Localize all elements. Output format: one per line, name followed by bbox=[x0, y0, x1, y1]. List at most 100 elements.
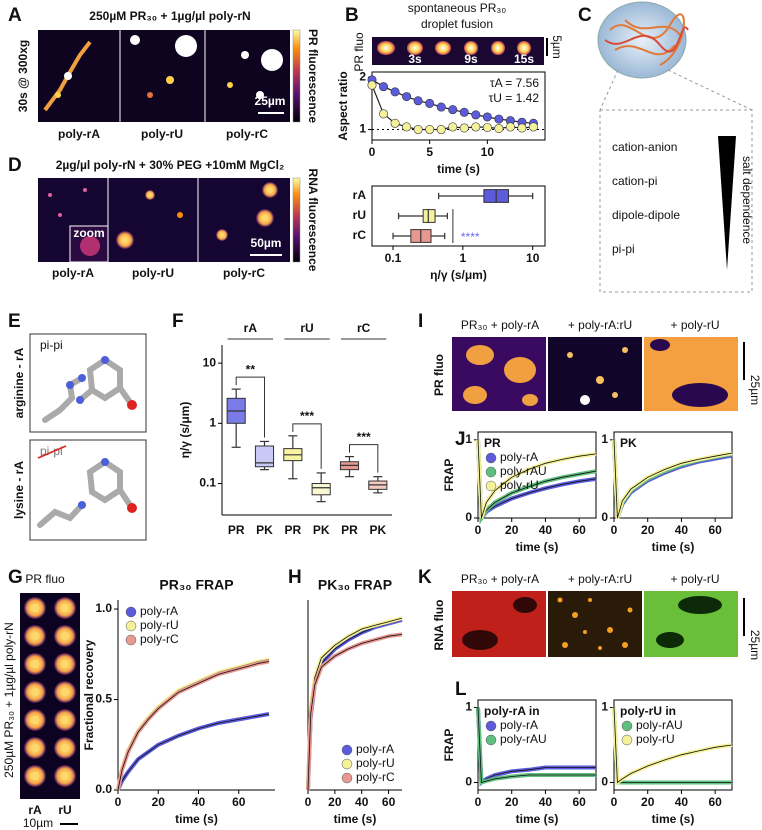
data-point bbox=[390, 118, 400, 128]
x-tick-label: 0 bbox=[305, 795, 312, 809]
rotated-label: 250µM PR₃₀ + 1µg/µl poly-rN bbox=[2, 622, 16, 778]
side-label: PR fluo bbox=[432, 354, 446, 396]
droplet bbox=[54, 653, 76, 675]
y-axis-label: η/γ (s/μm) bbox=[178, 402, 192, 459]
x-tick-label: 60 bbox=[572, 523, 586, 537]
panel-i: PR₃₀ + poly-rA + poly-rA:rU + poly-rU PR… bbox=[432, 318, 762, 411]
legend-label: poly-rA bbox=[356, 742, 394, 756]
legend-label: poly-rAU bbox=[636, 718, 683, 732]
x-tick-label: 10 bbox=[481, 145, 495, 159]
y-tick-label: 1 bbox=[601, 432, 608, 446]
legend-swatch bbox=[485, 734, 497, 746]
interaction: pi-pi bbox=[612, 242, 635, 256]
panel-letter: K bbox=[418, 567, 432, 588]
data-point bbox=[436, 102, 446, 112]
y-tick-label: 1.0 bbox=[95, 601, 112, 615]
x-tick-label: 20 bbox=[505, 523, 519, 537]
significance: *** bbox=[300, 409, 314, 423]
droplet bbox=[24, 625, 46, 647]
panel-letter: F bbox=[172, 311, 184, 332]
x-tick-label: 60 bbox=[232, 795, 246, 809]
droplet bbox=[24, 597, 46, 619]
x-tick-label: 60 bbox=[708, 795, 722, 809]
droplet bbox=[145, 190, 155, 200]
data-point bbox=[471, 110, 481, 120]
droplet bbox=[54, 625, 76, 647]
droplet bbox=[407, 41, 423, 55]
legend-swatch bbox=[485, 720, 497, 732]
frame-label: 9s bbox=[464, 52, 478, 66]
image-label: PR₃₀ + poly-rA bbox=[461, 572, 539, 586]
data-point bbox=[402, 92, 412, 102]
droplet bbox=[261, 49, 283, 71]
image-label: + poly-rA:rU bbox=[568, 318, 632, 332]
series-line bbox=[477, 439, 597, 519]
y-axis-label: FRAP bbox=[442, 459, 456, 492]
droplet bbox=[54, 681, 76, 703]
x-tick-label: 20 bbox=[641, 795, 655, 809]
droplet bbox=[116, 231, 134, 249]
legend-label: poly-rU bbox=[500, 478, 539, 492]
droplet bbox=[491, 41, 505, 55]
y-tick-label: 0.0 bbox=[95, 782, 112, 796]
panel-letter: A bbox=[8, 5, 22, 26]
group-label: rA bbox=[244, 321, 258, 335]
panel-title: 250µM PR₃₀ + 1µg/µl poly-rN bbox=[89, 9, 250, 23]
chart-title: PK₃₀ FRAP bbox=[318, 577, 392, 593]
y-tick-label: 0 bbox=[601, 510, 608, 524]
x-tick-label: 40 bbox=[539, 523, 553, 537]
significance: **** bbox=[461, 230, 480, 244]
interaction: cation-anion bbox=[612, 140, 677, 154]
y-tick-label: 1 bbox=[209, 415, 216, 429]
y-tick-label: rA bbox=[353, 188, 367, 202]
significance-bracket bbox=[349, 444, 379, 473]
x-tick-label: 0 bbox=[475, 523, 482, 537]
y-tick-label: 1 bbox=[465, 700, 472, 714]
data-point bbox=[448, 105, 458, 115]
plot-frame bbox=[371, 185, 546, 247]
legend-label: poly-rA bbox=[500, 450, 538, 464]
data-point bbox=[505, 122, 515, 132]
image-label: poly-rC bbox=[226, 127, 268, 141]
side-label: lysine - rA bbox=[12, 461, 26, 519]
x-tick-label: 20 bbox=[505, 795, 519, 809]
legend-swatch bbox=[485, 452, 497, 464]
droplet bbox=[256, 91, 264, 99]
data-point bbox=[379, 109, 389, 119]
box bbox=[254, 445, 275, 468]
legend-label: poly-rAU bbox=[500, 464, 547, 478]
droplet bbox=[64, 72, 72, 80]
series-band bbox=[612, 439, 733, 519]
droplet bbox=[216, 229, 228, 241]
y-tick-label: rC bbox=[353, 228, 367, 242]
x-tick-label: 40 bbox=[675, 523, 689, 537]
legend-label: poly-rC bbox=[356, 770, 395, 784]
series-line bbox=[613, 707, 733, 784]
y-tick-label: 1 bbox=[465, 432, 472, 446]
data-point bbox=[517, 123, 527, 133]
x-tick-label: PR bbox=[341, 523, 358, 537]
panel-letter: I bbox=[418, 311, 423, 332]
chart-title: PR₃₀ FRAP bbox=[159, 577, 233, 593]
x-tick-label: 40 bbox=[355, 795, 369, 809]
legend-title: PR bbox=[484, 436, 501, 450]
side-label: arginine - rA bbox=[12, 347, 26, 418]
panel-c: cation-anion cation-pi dipole-dipole pi-… bbox=[597, 1, 754, 293]
y-tick-label: 2 bbox=[359, 69, 366, 83]
plot-frame bbox=[371, 71, 546, 141]
scale-label: 10µm bbox=[23, 816, 53, 830]
droplet bbox=[175, 35, 197, 57]
droplet bbox=[166, 76, 174, 84]
micrograph bbox=[372, 37, 544, 65]
data-point bbox=[402, 122, 412, 132]
x-tick-label: 1 bbox=[460, 251, 467, 265]
condensate-sphere bbox=[597, 1, 687, 79]
legend-label: poly-rAU bbox=[500, 732, 547, 746]
droplet bbox=[54, 765, 76, 787]
scale-label: 50µm bbox=[251, 236, 282, 250]
voids bbox=[462, 597, 537, 650]
droplet bbox=[24, 737, 46, 759]
legend-title: poly-rU in bbox=[620, 704, 676, 718]
interaction: cation-pi bbox=[612, 174, 657, 188]
droplet bbox=[58, 213, 62, 217]
